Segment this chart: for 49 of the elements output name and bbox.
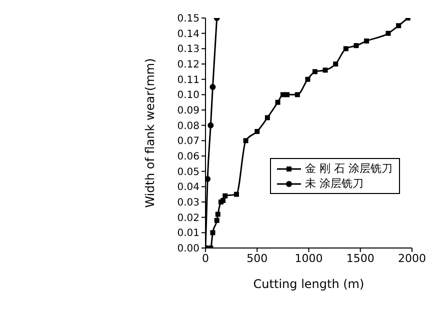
point <box>312 69 318 74</box>
point <box>220 198 226 203</box>
point <box>210 84 216 90</box>
y-tick-label: 0.02 <box>177 212 200 224</box>
y-tick-label: 0.08 <box>177 120 200 132</box>
point <box>243 138 248 144</box>
x-tick-label: 2000 <box>398 252 426 265</box>
point <box>234 192 239 197</box>
legend-label: 未 涂层铣刀 <box>305 176 364 191</box>
point <box>275 100 280 105</box>
y-tick-label: 0.10 <box>177 90 200 102</box>
legend-label: 金 刚 石 涂层铣刀 <box>305 161 392 176</box>
x-tick-label: 1500 <box>346 252 374 265</box>
point <box>386 30 391 36</box>
y-tick-label: 0.09 <box>177 106 200 117</box>
y-axis-title: Width of flank wear(mm) <box>142 58 157 208</box>
point <box>214 218 220 223</box>
point <box>222 193 228 198</box>
point <box>343 46 348 52</box>
point <box>254 128 260 134</box>
y-tick-label: 0.04 <box>177 182 200 194</box>
y-tick-label: 0.03 <box>177 198 200 209</box>
point <box>294 92 300 98</box>
x-tick-label: 1000 <box>294 252 323 265</box>
y-tick-label: 0.01 <box>177 228 200 240</box>
y-tick-label: 0.14 <box>177 28 200 40</box>
y-tick-label: 0.11 <box>177 74 200 86</box>
y-tick-label: 0.15 <box>177 14 200 25</box>
x-tick-label: 0 <box>202 252 209 265</box>
y-tick-label: 0.07 <box>177 136 200 148</box>
y-tick-label: 0.12 <box>177 60 200 71</box>
point <box>210 230 216 236</box>
y-tick-label: 0.05 <box>177 166 200 178</box>
point <box>208 122 214 128</box>
point <box>264 115 270 120</box>
point <box>333 62 338 66</box>
point <box>215 212 220 217</box>
y-tick-label: 0.00 <box>177 244 200 255</box>
point <box>284 92 290 98</box>
point <box>305 76 310 82</box>
point <box>206 176 211 182</box>
point <box>364 38 370 44</box>
x-axis-title: Cutting length (m) <box>253 277 364 291</box>
point <box>396 23 402 28</box>
point <box>322 68 328 73</box>
point <box>354 43 359 48</box>
y-tick-label: 0.13 <box>177 44 200 56</box>
y-tick-label: 0.06 <box>177 152 200 163</box>
x-tick-label: 500 <box>246 252 268 265</box>
